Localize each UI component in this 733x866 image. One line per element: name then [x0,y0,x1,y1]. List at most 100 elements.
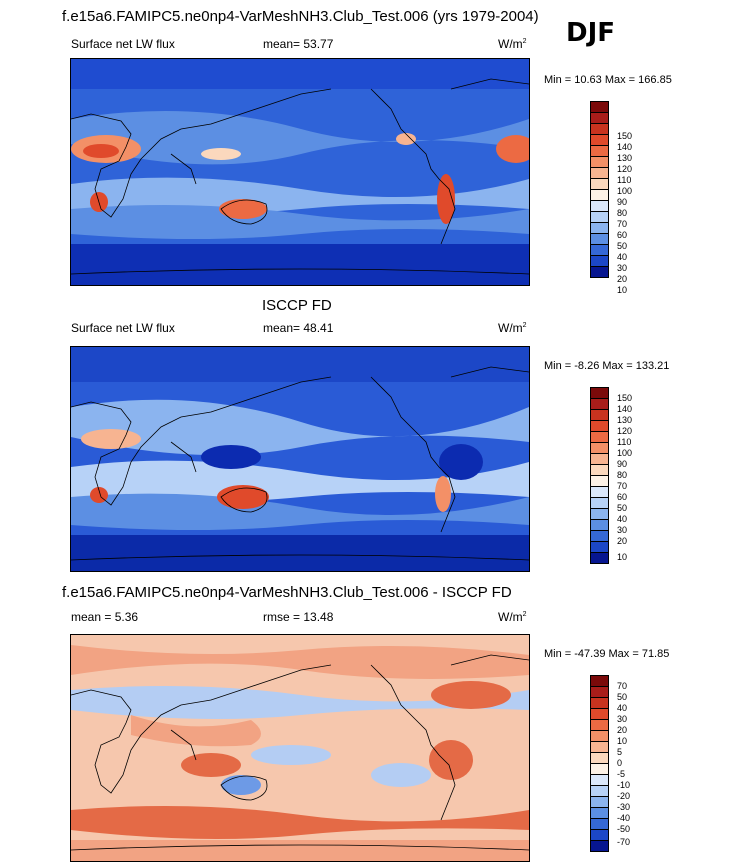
cbar-label: 20 [617,536,628,546]
cbar-swatch [590,409,609,420]
cbar-label: -70 [617,837,631,847]
panel3-mean-label: mean = 5.36 [71,610,139,624]
panel2-mean-label: mean= 48.41 [263,321,334,335]
cbar-swatch [590,497,609,508]
cbar-label: 10 [617,285,628,295]
cbar-swatch [590,431,609,442]
panel3-title: f.e15a6.FAMIPC5.ne0np4-VarMeshNH3.Club_T… [62,584,512,601]
cbar-label: 110 [617,437,632,447]
cbar-swatch [590,774,609,785]
panel2-units: W/m2 [498,321,527,335]
cbar-swatch [590,686,609,697]
cbar-label: 40 [617,252,628,262]
cbar-swatch [590,475,609,486]
cbar-swatch [590,752,609,763]
cbar-label: -10 [617,780,631,790]
cbar-label: 140 [617,404,633,414]
cbar-swatch [590,796,609,807]
cbar-label: 100 [617,448,633,458]
cbar-label: 60 [617,230,628,240]
cbar-swatch [590,156,609,167]
cbar-label: 130 [617,415,633,425]
cbar-swatch [590,167,609,178]
cbar-label: 40 [617,514,628,524]
cbar-swatch [590,189,609,200]
panel1-variable-label: Surface net LW flux [71,37,175,51]
cbar-label: 90 [617,197,628,207]
panel2-variable-label: Surface net LW flux [71,321,175,335]
cbar-swatch [590,785,609,796]
panel3-map [70,634,530,862]
panel1-units: W/m2 [498,37,527,51]
cbar-swatch [590,818,609,829]
cbar-label: 80 [617,470,628,480]
cbar-swatch [590,486,609,497]
cbar-swatch [590,398,609,409]
cbar-swatch [590,387,609,398]
cbar-label: 150 [617,393,633,403]
panel2-colorbar-boxes [590,387,609,564]
panel1-colorbar-boxes [590,101,609,278]
cbar-label: -30 [617,802,631,812]
cbar-swatch [590,508,609,519]
cbar-swatch [590,178,609,189]
panel3-rmse-label: rmse = 13.48 [263,610,334,624]
cbar-label: 30 [617,714,628,724]
cbar-swatch [590,266,609,277]
panel2-map-image [71,347,529,571]
cbar-swatch [590,530,609,541]
cbar-label: 30 [617,263,628,273]
panel1-minmax: Min = 10.63 Max = 166.85 [544,74,672,86]
cbar-swatch [590,255,609,266]
cbar-label: 140 [617,142,633,152]
cbar-swatch [590,730,609,741]
cbar-label: -50 [617,824,631,834]
cbar-label: 120 [617,164,633,174]
cbar-swatch [590,464,609,475]
panel1-map-image [71,59,529,285]
cbar-label: 70 [617,481,628,491]
cbar-swatch [590,807,609,818]
panel3-minmax: Min = -47.39 Max = 71.85 [544,648,670,660]
panel3-units: W/m2 [498,610,527,624]
cbar-label: 70 [617,681,628,691]
panel2-colorbar: 150 140 130 120 110 100 90 80 70 60 50 4… [590,387,632,564]
cbar-label: -40 [617,813,631,823]
panel1-map [70,58,530,286]
cbar-swatch [590,244,609,255]
cbar-label: 10 [617,552,628,562]
cbar-label: 110 [617,175,632,185]
cbar-label: 10 [617,736,628,746]
cbar-label: 70 [617,219,628,229]
cbar-label: 80 [617,208,628,218]
cbar-swatch [590,829,609,840]
cbar-label: -20 [617,791,631,801]
cbar-swatch [590,420,609,431]
cbar-swatch [590,211,609,222]
cbar-label: 50 [617,692,628,702]
cbar-label: -5 [617,769,626,779]
cbar-label: 50 [617,503,628,513]
cbar-swatch [590,840,609,851]
cbar-swatch [590,741,609,752]
cbar-swatch [590,233,609,244]
cbar-swatch [590,552,609,563]
panel1-mean-label: mean= 53.77 [263,37,334,51]
cbar-swatch [590,541,609,552]
panel3-map-image [71,635,529,861]
cbar-label: 60 [617,492,628,502]
panel1-colorbar: 150 140 130 120 110 100 90 80 70 60 50 4… [590,101,632,295]
cbar-swatch [590,101,609,112]
panel2-title: ISCCP FD [262,297,332,314]
cbar-label: 100 [617,186,633,196]
cbar-swatch [590,453,609,464]
panel2-minmax: Min = -8.26 Max = 133.21 [544,360,670,372]
cbar-swatch [590,442,609,453]
cbar-swatch [590,134,609,145]
cbar-label: 150 [617,131,633,141]
cbar-label: 20 [617,274,628,284]
season-label: DJF [566,18,616,48]
panel3-colorbar-boxes [590,675,609,852]
cbar-swatch [590,123,609,134]
cbar-swatch [590,719,609,730]
